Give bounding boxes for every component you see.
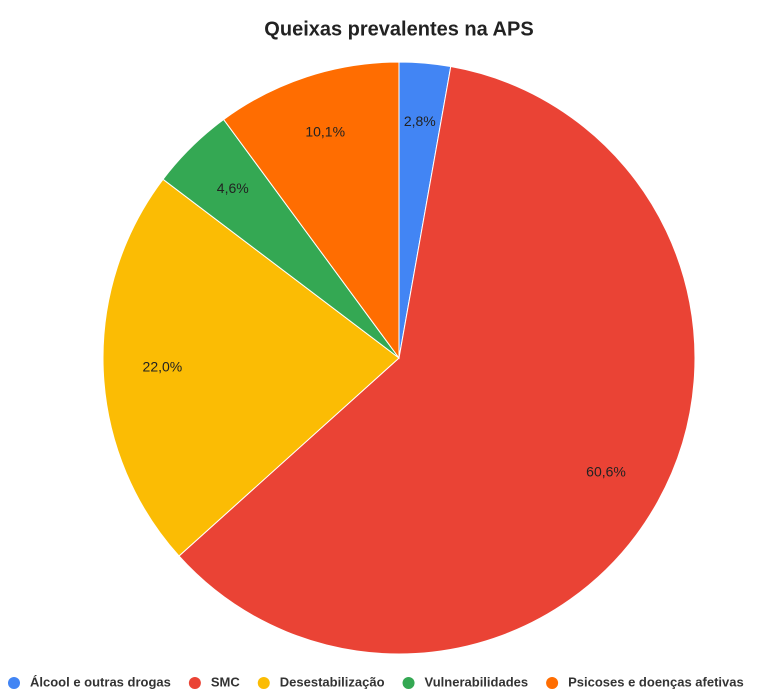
pie-slice xyxy=(178,65,696,655)
value-label: 10,1% xyxy=(305,124,345,140)
value-label: 22,0% xyxy=(143,359,183,375)
legend-label: Psicoses e doenças afetivas xyxy=(568,674,744,689)
legend-marker xyxy=(402,677,415,689)
value-label: 4,6% xyxy=(217,180,249,196)
pie-slice xyxy=(102,178,400,557)
legend-marker xyxy=(8,677,20,689)
legend-marker xyxy=(546,677,559,689)
pie-slice xyxy=(222,61,400,360)
value-label: 60,6% xyxy=(586,464,626,480)
chart-title: Queixas prevalentes na APS xyxy=(264,18,533,40)
legend-label: SMC xyxy=(211,674,241,689)
legend-label: Vulnerabilidades xyxy=(425,674,529,689)
legend-marker xyxy=(257,677,270,689)
legend-label: Desestabilização xyxy=(280,674,385,689)
legend-label: Álcool e outras drogas xyxy=(30,674,171,689)
legend-marker xyxy=(188,677,201,689)
value-label: 2,8% xyxy=(404,113,436,129)
